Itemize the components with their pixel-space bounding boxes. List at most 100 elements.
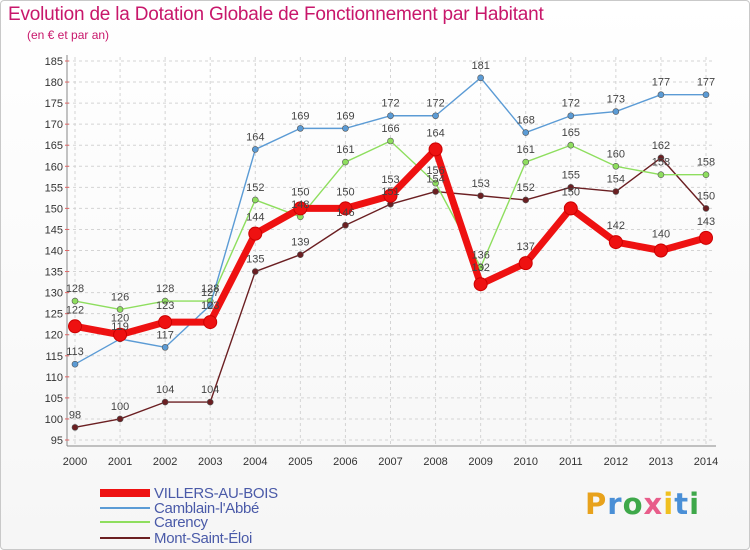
data-label-camblain-l-abbe: 127 [201,287,219,299]
legend-item-villers-au-bois[interactable]: VILLERS-AU-BOIS [100,485,400,502]
data-point-villers-au-bois[interactable] [338,201,353,216]
data-point-carency[interactable] [567,141,575,149]
data-point-mont-saint-eloi[interactable] [251,268,259,275]
data-point-carency[interactable] [387,137,394,145]
data-label-villers-au-bois: 150 [336,186,354,198]
legend-label-carency: Carency [154,514,208,531]
y-tick-label: 135 [45,267,63,279]
data-point-camblain-l-abbe[interactable] [612,108,620,115]
data-point-carency[interactable] [161,297,169,305]
data-point-carency[interactable] [702,171,710,178]
data-label-carency: 161 [517,144,535,156]
data-label-mont-saint-eloi: 155 [562,169,580,181]
data-point-carency[interactable] [612,162,620,170]
data-point-mont-saint-eloi[interactable] [612,188,620,195]
data-point-villers-au-bois[interactable] [113,327,128,342]
data-point-mont-saint-eloi[interactable] [477,192,484,200]
data-label-mont-saint-eloi: 146 [336,207,354,219]
logo-letter: P [585,487,608,521]
data-label-villers-au-bois: 140 [652,229,670,241]
data-point-mont-saint-eloi[interactable] [342,221,349,229]
data-point-villers-au-bois[interactable] [608,235,623,250]
data-point-mont-saint-eloi[interactable] [71,424,79,431]
data-point-mont-saint-eloi[interactable] [297,251,304,259]
data-point-camblain-l-abbe[interactable] [71,360,79,368]
y-tick-label: 125 [45,309,63,321]
y-tick-label: 160 [45,161,63,173]
data-point-carency[interactable] [116,306,124,313]
data-point-mont-saint-eloi[interactable] [567,184,575,191]
data-point-mont-saint-eloi[interactable] [657,154,665,162]
x-tick-label: 2000 [63,456,87,468]
data-point-camblain-l-abbe[interactable] [161,344,169,351]
data-point-villers-au-bois[interactable] [473,277,488,292]
data-point-camblain-l-abbe[interactable] [432,112,439,120]
x-tick-label: 2012 [604,456,628,468]
data-point-camblain-l-abbe[interactable] [477,74,484,82]
data-label-carency: 161 [336,144,354,156]
data-point-mont-saint-eloi[interactable] [116,415,124,423]
data-label-carency: 128 [156,283,174,295]
data-label-mont-saint-eloi: 150 [697,190,715,202]
data-label-camblain-l-abbe: 177 [697,77,715,89]
logo-letter: o [622,487,644,521]
data-point-villers-au-bois[interactable] [248,226,263,241]
proxiti-logo: Proxiti [585,487,700,521]
data-point-camblain-l-abbe[interactable] [702,91,710,98]
data-label-camblain-l-abbe: 172 [562,98,580,110]
data-point-camblain-l-abbe[interactable] [251,146,259,153]
y-tick-label: 170 [45,119,63,131]
data-point-carency[interactable] [522,158,530,166]
data-point-villers-au-bois[interactable] [428,142,443,157]
data-point-carency[interactable] [71,297,79,305]
data-label-camblain-l-abbe: 164 [246,131,264,143]
data-point-camblain-l-abbe[interactable] [206,301,214,309]
y-tick-label: 110 [45,372,63,384]
data-point-carency[interactable] [251,196,259,204]
data-point-villers-au-bois[interactable] [383,188,398,203]
x-tick-label: 2004 [243,456,267,468]
legend-item-carency[interactable]: Carency [100,514,400,531]
data-label-carency: 126 [111,291,129,303]
data-point-camblain-l-abbe[interactable] [567,112,575,120]
data-point-camblain-l-abbe[interactable] [387,112,394,120]
legend-label-villers-au-bois: VILLERS-AU-BOIS [154,485,278,502]
data-point-villers-au-bois[interactable] [203,315,218,330]
data-point-mont-saint-eloi[interactable] [161,398,169,406]
data-point-villers-au-bois[interactable] [563,201,578,216]
legend-swatch-mont-saint-eloi [100,537,150,539]
data-label-camblain-l-abbe: 172 [426,98,444,110]
data-point-villers-au-bois[interactable] [699,230,713,245]
data-point-villers-au-bois[interactable] [158,315,173,330]
data-label-villers-au-bois: 143 [697,216,715,228]
y-tick-label: 145 [45,224,63,236]
data-label-villers-au-bois: 144 [246,212,264,224]
data-point-mont-saint-eloi[interactable] [432,188,439,195]
data-point-villers-au-bois[interactable] [68,319,82,334]
data-label-carency: 160 [607,148,625,160]
y-tick-label: 140 [45,246,63,258]
y-tick-label: 180 [45,77,63,89]
data-point-camblain-l-abbe[interactable] [342,125,349,132]
data-label-carency: 156 [426,165,444,177]
data-point-mont-saint-eloi[interactable] [206,398,214,406]
x-tick-label: 2009 [468,456,492,468]
data-point-mont-saint-eloi[interactable] [702,205,710,212]
data-point-carency[interactable] [657,171,665,178]
data-point-villers-au-bois[interactable] [653,243,668,258]
legend-item-mont-saint-eloi[interactable]: Mont-Saint-Éloi [100,530,400,547]
legend-swatch-villers-au-bois [100,489,150,497]
data-point-camblain-l-abbe[interactable] [522,129,530,136]
data-point-mont-saint-eloi[interactable] [522,196,530,204]
data-point-camblain-l-abbe[interactable] [657,91,665,98]
data-point-carency[interactable] [432,179,439,187]
data-label-villers-au-bois: 150 [562,186,580,198]
x-tick-label: 2013 [649,456,673,468]
data-point-carency[interactable] [342,158,349,166]
y-tick-label: 165 [45,140,63,152]
legend-item-camblain-l-abbe[interactable]: Camblain-l'Abbé [100,500,400,517]
data-point-camblain-l-abbe[interactable] [297,125,304,132]
data-point-villers-au-bois[interactable] [293,201,308,216]
data-point-villers-au-bois[interactable] [518,256,533,271]
